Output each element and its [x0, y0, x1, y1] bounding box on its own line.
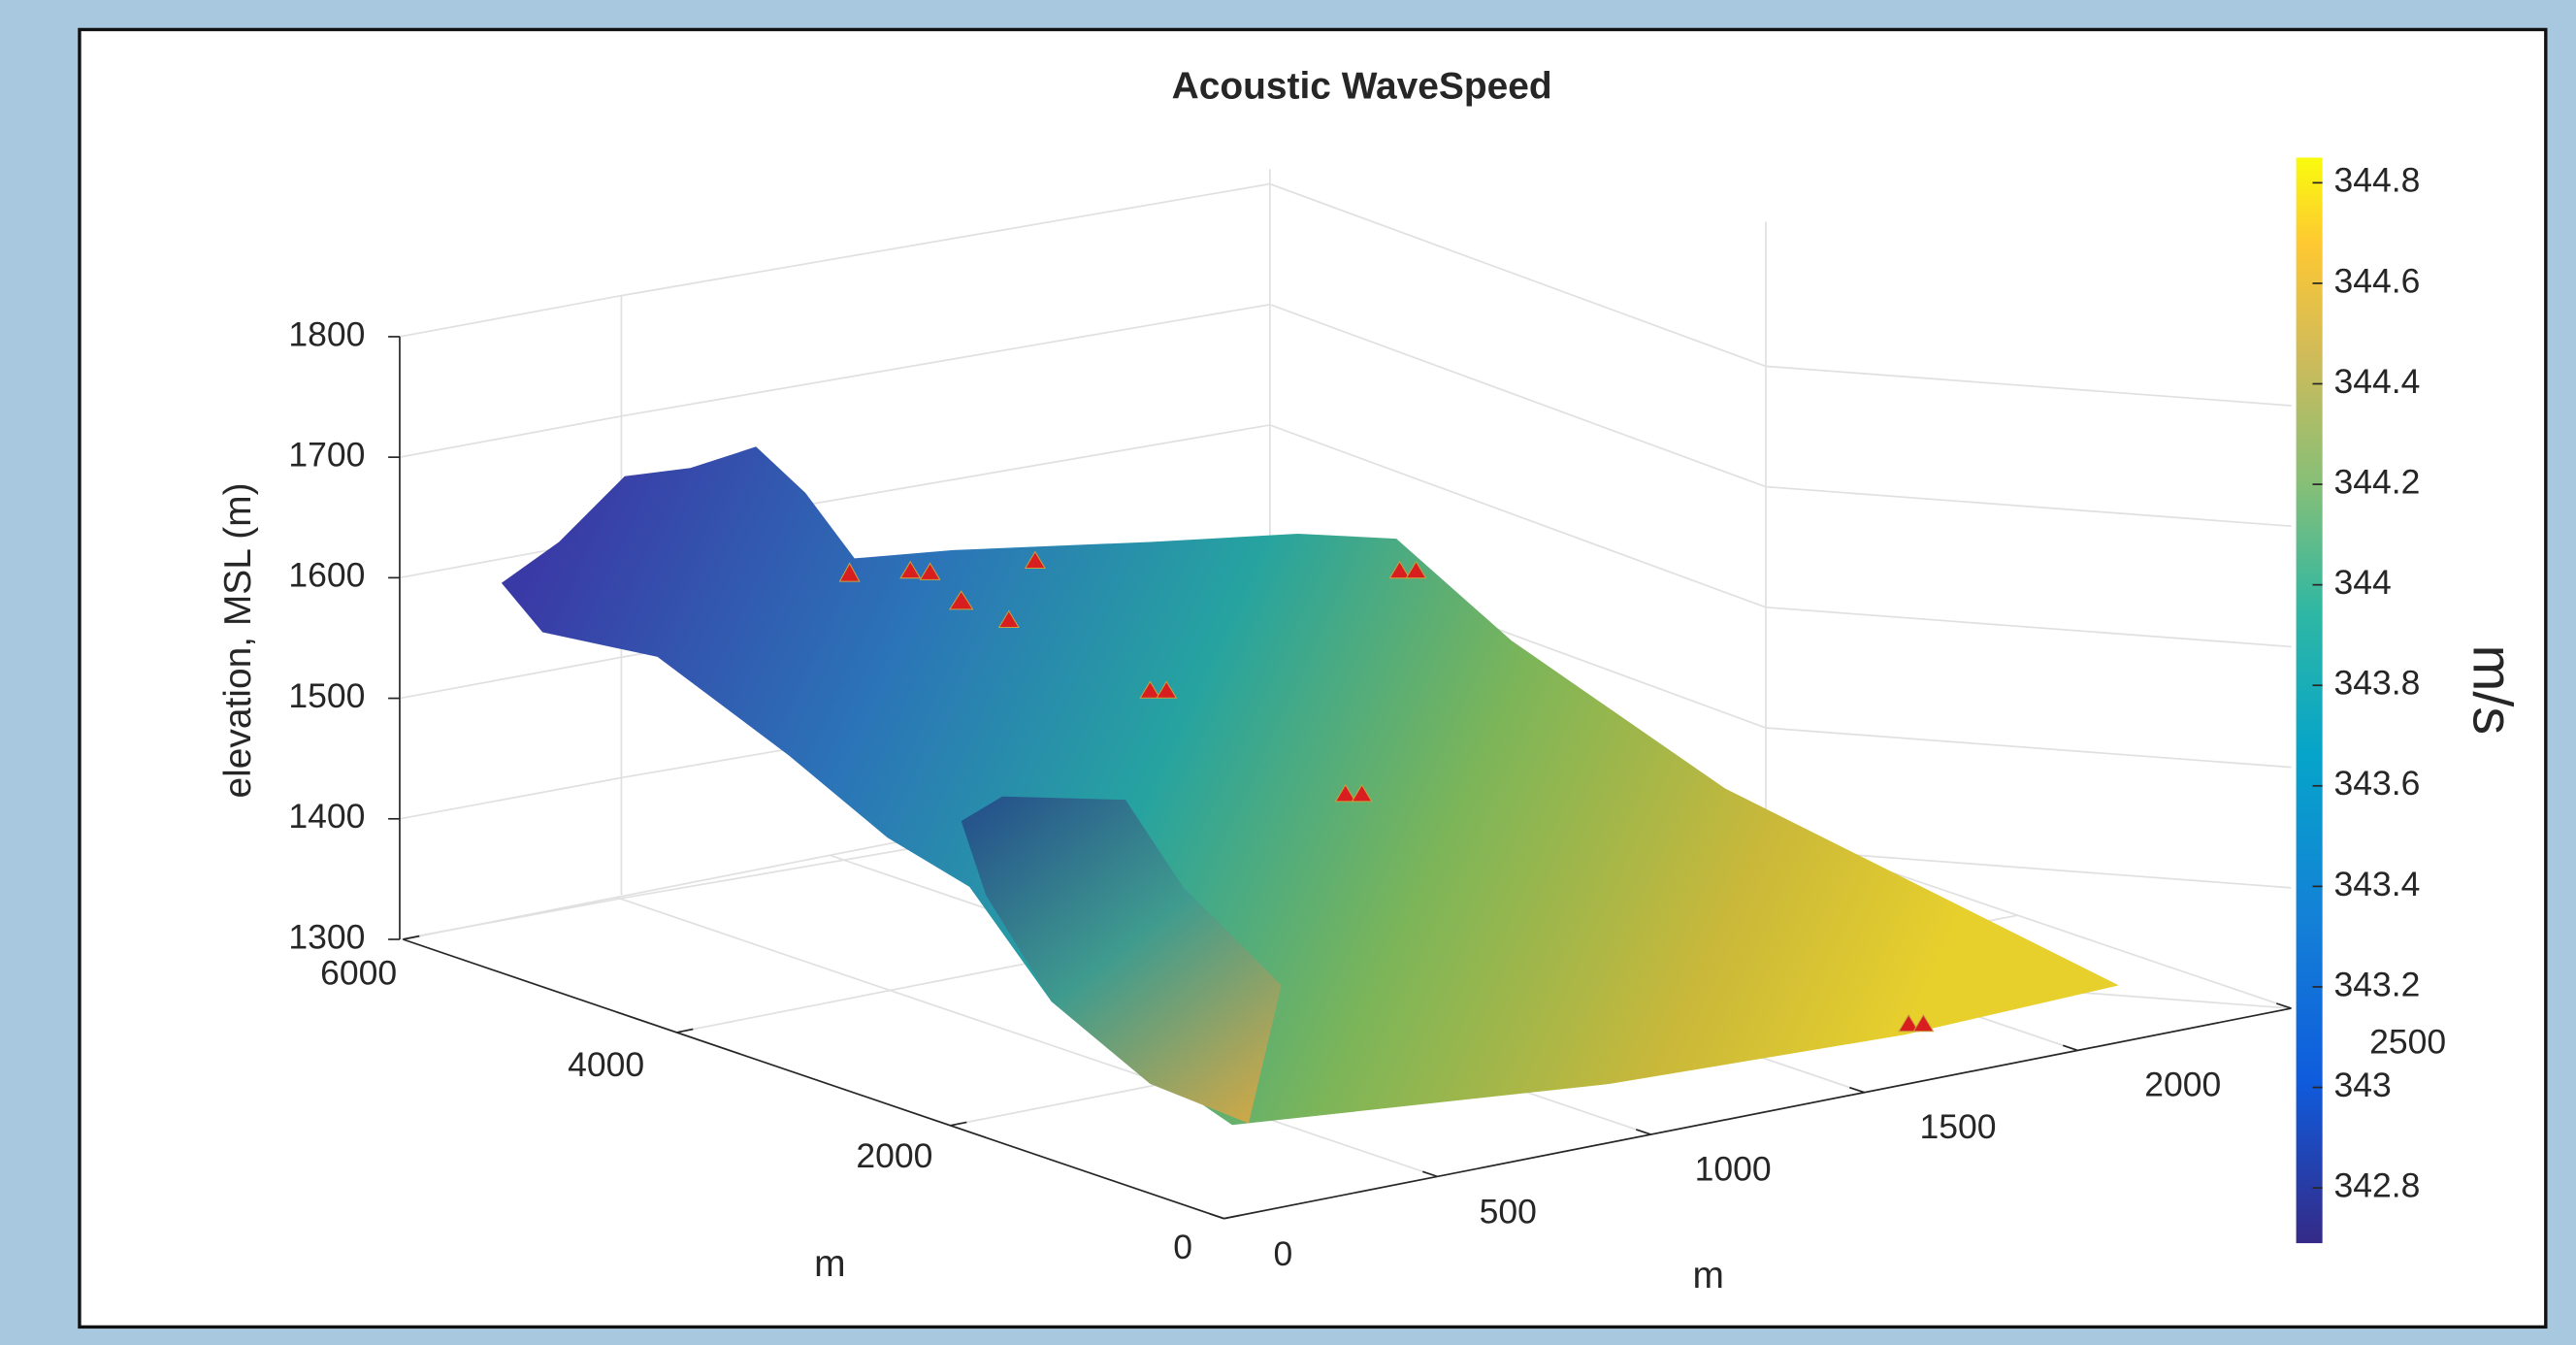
y-tick-label: 4000 — [568, 1045, 644, 1084]
z-tick-label: 1600 — [288, 556, 365, 595]
colorbar-tick-label: 344 — [2334, 563, 2392, 602]
z-tick-label: 1700 — [288, 436, 365, 475]
chart-title: Acoustic WaveSpeed — [1172, 66, 1552, 108]
colorbar-tick-label: 343.8 — [2334, 664, 2421, 703]
z-tick-label: 1500 — [288, 676, 365, 715]
colorbar-tick-label: 343.6 — [2334, 764, 2421, 803]
colorbar-tick-label: 343.4 — [2334, 865, 2421, 903]
colorbar — [2297, 157, 2323, 1243]
x-tick-label: 500 — [1480, 1192, 1537, 1230]
chart: Acoustic WaveSpeed elevation, MSL (m) m … — [0, 0, 2576, 1345]
y-tick-label: 0 — [1173, 1228, 1192, 1266]
colorbar-tick-label: 343 — [2334, 1066, 2392, 1104]
colorbar-tick-label: 344.2 — [2334, 462, 2421, 501]
x-axis-label: m — [1693, 1255, 1724, 1296]
z-axis-label: elevation, MSL (m) — [217, 482, 259, 798]
colorbar-tick-label: 343.2 — [2334, 965, 2421, 1003]
x-tick-label: 1000 — [1695, 1150, 1772, 1189]
z-tick-label: 1800 — [288, 314, 365, 353]
y-tick-label: 6000 — [320, 954, 397, 993]
y-axis-label: m — [814, 1243, 845, 1285]
colorbar-tick-label: 344.6 — [2334, 261, 2421, 300]
x-tick-label: 2500 — [2369, 1023, 2446, 1062]
z-tick-label: 1400 — [288, 797, 365, 836]
z-tick-label: 1300 — [288, 917, 365, 956]
x-tick-label: 0 — [1274, 1234, 1293, 1273]
x-tick-label: 2000 — [2144, 1065, 2221, 1103]
colorbar-tick-label: 344.4 — [2334, 362, 2421, 401]
colorbar-tick-label: 342.8 — [2334, 1166, 2421, 1205]
colorbar-tick-label: 344.8 — [2334, 161, 2421, 200]
y-tick-label: 2000 — [856, 1136, 932, 1175]
colorbar-label: m/s — [2461, 644, 2523, 735]
x-tick-label: 1500 — [1919, 1107, 1996, 1146]
